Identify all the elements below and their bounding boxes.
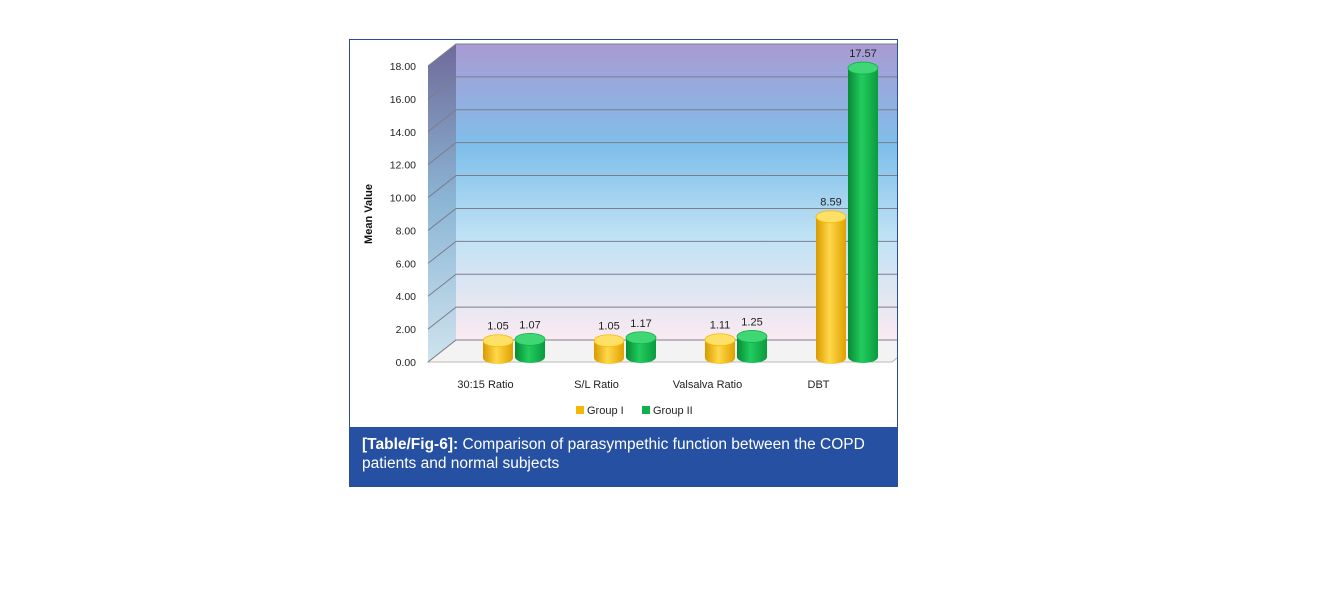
bar-body bbox=[626, 337, 656, 363]
bar-body bbox=[816, 216, 846, 364]
bar bbox=[736, 330, 768, 363]
x-axis-categories: 30:15 Ratio S/L Ratio Valsalva Ratio DBT bbox=[457, 379, 829, 391]
bar bbox=[704, 333, 736, 364]
bar-top bbox=[847, 61, 879, 75]
legend-label: Group II bbox=[653, 405, 693, 417]
y-tick-label: 18.00 bbox=[390, 61, 416, 73]
bar-body bbox=[848, 68, 878, 364]
figure-caption: [Table/Fig-6]: Comparison of parasympeth… bbox=[350, 427, 897, 486]
gridline bbox=[427, 306, 897, 330]
data-label: 1.05 bbox=[487, 321, 508, 333]
bar-top bbox=[815, 210, 847, 224]
bar bbox=[593, 334, 625, 364]
gridline bbox=[427, 207, 897, 231]
legend-swatch bbox=[576, 406, 584, 414]
bar-chart: 0.00 2.00 4.00 6.00 8.00 10.00 12.00 14.00 16.00… bbox=[363, 43, 897, 417]
x-category-label: 30:15 Ratio bbox=[457, 379, 513, 391]
gridline bbox=[427, 43, 897, 67]
legend-label: Group I bbox=[587, 405, 624, 417]
bars bbox=[482, 61, 879, 364]
bar-body bbox=[483, 340, 513, 364]
data-label: 17.57 bbox=[849, 48, 877, 60]
y-tick-label: 16.00 bbox=[390, 94, 416, 106]
legend-swatch bbox=[642, 406, 650, 414]
gridline bbox=[427, 76, 897, 100]
y-tick-label: 14.00 bbox=[390, 127, 416, 139]
gridline bbox=[427, 273, 897, 297]
gridline bbox=[427, 240, 897, 264]
x-category-label: Valsalva Ratio bbox=[673, 379, 743, 391]
gridlines bbox=[427, 43, 897, 363]
x-category-label: S/L Ratio bbox=[574, 379, 619, 391]
y-axis-label: Mean Value bbox=[363, 184, 375, 244]
bar-top bbox=[482, 334, 514, 348]
bar-body bbox=[515, 339, 545, 363]
data-label: 1.25 bbox=[741, 316, 762, 328]
data-label: 1.17 bbox=[630, 318, 651, 330]
data-label: 1.11 bbox=[710, 320, 731, 332]
bar bbox=[482, 334, 514, 364]
y-tick-label: 0.00 bbox=[396, 357, 417, 369]
y-tick-label: 2.00 bbox=[396, 324, 417, 336]
bar-body bbox=[705, 339, 735, 364]
x-category-label: DBT bbox=[808, 379, 830, 391]
gridline bbox=[427, 142, 897, 166]
bar-top bbox=[593, 334, 625, 348]
data-label: 1.07 bbox=[519, 319, 540, 331]
bar-top bbox=[625, 331, 657, 345]
y-tick-label: 4.00 bbox=[396, 291, 417, 303]
y-tick-label: 12.00 bbox=[390, 160, 416, 172]
legend: Group I Group II bbox=[576, 405, 693, 417]
bar-top bbox=[704, 333, 736, 347]
bar-top bbox=[514, 333, 546, 346]
bar-top bbox=[736, 330, 768, 343]
y-tick-label: 8.00 bbox=[396, 225, 417, 237]
bar bbox=[815, 210, 847, 364]
data-label: 8.59 bbox=[820, 197, 841, 209]
chart-back-wall bbox=[456, 44, 897, 340]
bar-body bbox=[594, 340, 624, 364]
figure-panel: 0.00 2.00 4.00 6.00 8.00 10.00 12.00 14.00 16.00… bbox=[349, 39, 898, 487]
y-tick-label: 6.00 bbox=[396, 258, 417, 270]
bar-body bbox=[737, 336, 767, 363]
gridline bbox=[427, 109, 897, 133]
data-label: 1.05 bbox=[598, 321, 619, 333]
bar bbox=[625, 331, 657, 363]
y-axis-ticks: 0.00 2.00 4.00 6.00 8.00 10.00 12.00 14.00 16.00… bbox=[390, 61, 416, 369]
bar bbox=[514, 333, 546, 363]
caption-text: Comparison of parasympethic function bet… bbox=[362, 436, 865, 472]
data-labels: 1.05 1.07 1.05 1.17 1.11 1.25 8.59 17.57 bbox=[487, 48, 876, 333]
chart-side-wall bbox=[428, 44, 456, 362]
caption-prefix: [Table/Fig-6]: bbox=[362, 436, 459, 453]
y-tick-label: 10.00 bbox=[390, 193, 416, 205]
gridline bbox=[427, 175, 897, 198]
bar bbox=[847, 61, 879, 364]
